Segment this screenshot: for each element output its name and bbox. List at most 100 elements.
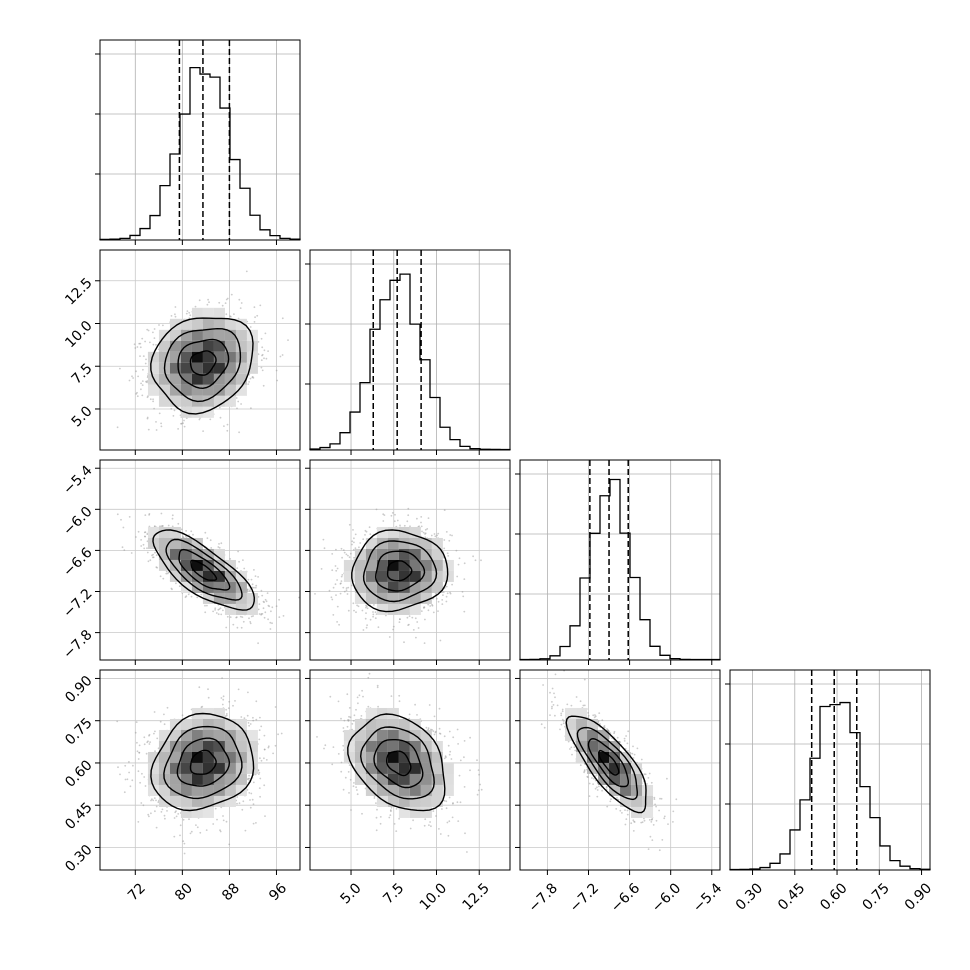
density-cell (169, 795, 181, 807)
scatter-point (205, 829, 208, 831)
scatter-point (195, 824, 197, 826)
scatter-point (124, 778, 127, 781)
scatter-point (149, 741, 152, 743)
scatter-point (393, 520, 396, 523)
scatter-point (139, 346, 142, 349)
scatter-point (540, 723, 543, 726)
y-tick-label-3-2: 0.60 (62, 757, 95, 790)
density-cell (409, 559, 421, 571)
scatter-point (647, 777, 650, 779)
scatter-point (417, 627, 420, 629)
scatter-point (356, 789, 358, 791)
density-cell (191, 570, 203, 582)
scatter-point (137, 758, 140, 760)
density-cell (224, 603, 236, 615)
scatter-point (155, 421, 157, 423)
scatter-point (424, 618, 426, 621)
scatter-point (346, 593, 349, 595)
scatter-point (173, 835, 176, 838)
scatter-point (332, 746, 335, 748)
scatter-point (183, 852, 186, 855)
scatter-point (259, 304, 262, 307)
2d-panel-3-2 (515, 669, 721, 875)
scatter-point (570, 704, 573, 707)
density-cell (213, 362, 225, 374)
scatter-point (362, 629, 365, 631)
scatter-point (146, 547, 148, 550)
scatter-point (148, 733, 151, 736)
scatter-point (367, 705, 370, 708)
scatter-point (332, 614, 335, 616)
density-cell (409, 592, 421, 604)
scatter-point (228, 700, 231, 703)
density-cell (169, 537, 181, 549)
scatter-point (264, 815, 266, 817)
scatter-point (188, 818, 190, 821)
scatter-point (263, 349, 266, 352)
scatter-point (644, 773, 647, 776)
scatter-point (391, 512, 394, 514)
density-cell (158, 784, 170, 796)
density-cell (420, 729, 432, 741)
scatter-point (153, 407, 156, 410)
density-cell (587, 751, 599, 763)
density-cell (202, 806, 214, 818)
scatter-point (161, 525, 164, 528)
scatter-point (630, 822, 633, 825)
scatter-point (579, 700, 582, 703)
density-cell (409, 751, 421, 763)
scatter-point (409, 827, 412, 830)
scatter-point (241, 616, 244, 618)
density-cell (169, 351, 181, 363)
scatter-point (364, 617, 367, 620)
density-cell (365, 537, 377, 549)
scatter-point (354, 533, 357, 536)
scatter-point (235, 616, 238, 619)
density-cell (213, 592, 225, 604)
scatter-point (269, 621, 272, 624)
scatter-point (641, 821, 644, 824)
density-cell (365, 548, 377, 560)
scatter-point (145, 358, 147, 361)
scatter-point (449, 750, 452, 753)
scatter-point (655, 805, 657, 808)
scatter-point (141, 337, 144, 340)
density-cell (169, 751, 181, 763)
density-cell (191, 718, 203, 730)
scatter-point (435, 815, 437, 817)
scatter-point (275, 369, 278, 372)
scatter-point (249, 799, 251, 801)
scatter-point (154, 730, 156, 733)
density-cell (169, 762, 181, 774)
scatter-point (250, 615, 253, 618)
scatter-point (343, 551, 346, 554)
scatter-point (331, 763, 334, 766)
scatter-point (432, 730, 435, 733)
scatter-point (219, 416, 222, 419)
scatter-point (389, 809, 392, 812)
scatter-point (420, 610, 423, 612)
scatter-point (429, 605, 432, 607)
density-cell (202, 395, 214, 407)
density-cell (576, 751, 588, 763)
scatter-point (261, 346, 264, 349)
scatter-point (332, 586, 335, 589)
scatter-point (340, 761, 343, 764)
scatter-point (254, 575, 257, 577)
scatter-point (625, 818, 628, 820)
y-tick-label-1-2: 10.0 (62, 318, 95, 351)
scatter-point (262, 607, 265, 610)
x-tick-label-0-1: 80 (172, 880, 196, 904)
scatter-point (116, 426, 119, 429)
scatter-point (456, 801, 459, 804)
scatter-point (592, 783, 594, 785)
scatter-point (439, 639, 442, 642)
density-cell (387, 795, 399, 807)
scatter-point (130, 552, 133, 554)
scatter-point (379, 822, 382, 825)
scatter-point (262, 384, 265, 387)
scatter-point (575, 696, 578, 698)
scatter-point (154, 750, 156, 753)
density-cell (213, 340, 225, 352)
scatter-point (631, 752, 634, 755)
